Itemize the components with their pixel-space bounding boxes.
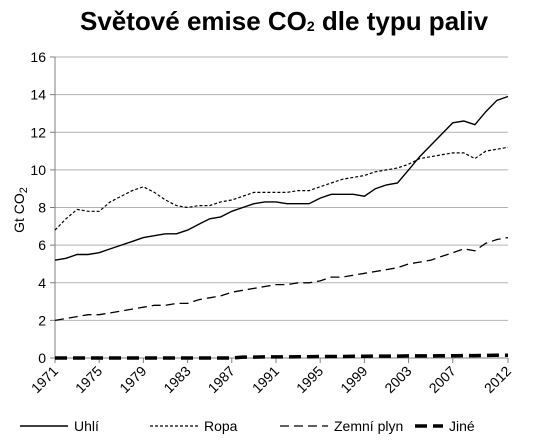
y-axis-label-prefix: Gt CO [11, 193, 27, 233]
y-tick-label: 16 [30, 49, 46, 65]
series-line-3 [55, 353, 508, 360]
x-tick-label: 1999 [337, 363, 370, 396]
y-axis-label: Gt CO2 [11, 187, 30, 233]
y-axis-label-subscript: 2 [18, 187, 30, 193]
chart-title: Světové emise CO2 dle typu paliv [80, 6, 488, 37]
series-line-1 [54, 146, 509, 231]
x-tick-label: 1979 [116, 363, 149, 396]
x-tick-label: 1971 [28, 363, 61, 396]
series-lines [54, 95, 509, 360]
x-tick-label: 1995 [293, 363, 326, 396]
chart-title-subscript: 2 [306, 18, 315, 34]
legend-label-3: Jiné [449, 418, 475, 434]
legend-label-2: Zemní plyn [334, 418, 403, 434]
chart-title-prefix: Světové emise CO [80, 6, 307, 36]
y-tick-label: 0 [38, 350, 46, 366]
y-tick-label: 4 [38, 275, 46, 291]
x-tick-label: 1983 [160, 363, 193, 396]
chart-title-suffix: dle typu paliv [314, 6, 489, 36]
y-tick-label: 14 [30, 87, 46, 103]
series-line-2 [54, 236, 509, 322]
grid-lines [50, 56, 508, 359]
y-tick-label: 10 [30, 162, 46, 178]
y-tick-label: 8 [38, 200, 46, 216]
legend-label-1: Ropa [204, 418, 238, 434]
legend: Uhlí Ropa Zemní plyn Jiné [20, 418, 475, 434]
y-tick-labels: 0 2 4 6 8 10 12 14 16 [30, 49, 46, 366]
series-line-0 [54, 95, 509, 261]
axes [54, 57, 509, 363]
x-tick-label: 2003 [381, 363, 414, 396]
x-tick-label: 1987 [205, 363, 238, 396]
x-tick-label: 1975 [72, 363, 105, 396]
y-tick-label: 12 [30, 124, 46, 140]
x-tick-label: 2012 [481, 363, 514, 396]
y-tick-label: 2 [38, 312, 46, 328]
x-tick-labels: 1971 1975 1979 1983 1987 1991 1995 1999 2003 2007… [28, 363, 514, 396]
legend-label-0: Uhlí [74, 418, 99, 434]
x-tick-label: 2007 [426, 363, 459, 396]
y-tick-label: 6 [38, 237, 46, 253]
x-tick-label: 1991 [249, 363, 282, 396]
